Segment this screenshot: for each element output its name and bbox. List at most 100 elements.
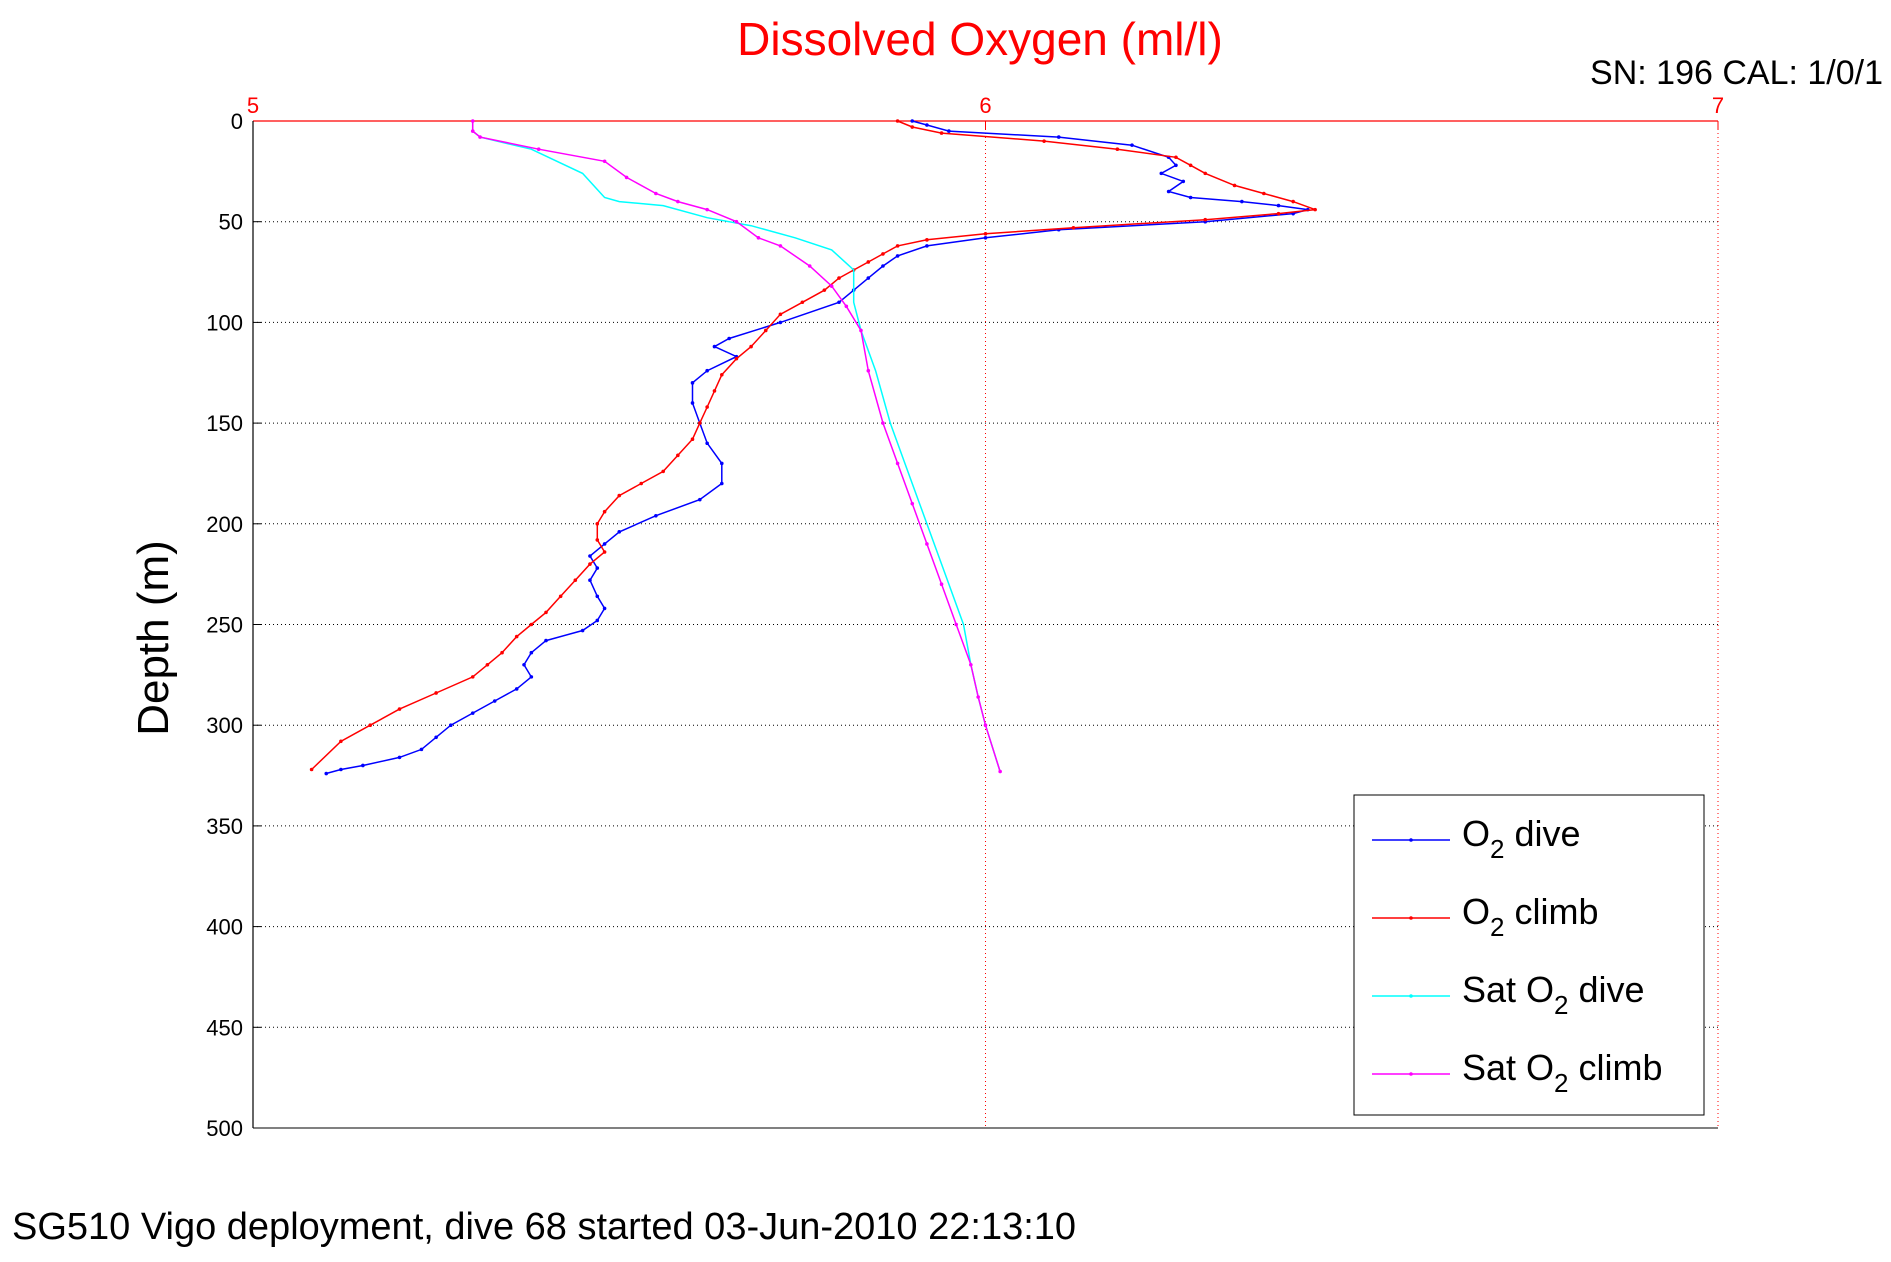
data-point: [895, 461, 900, 466]
data-point: [859, 328, 863, 333]
data-point: [397, 755, 402, 760]
data-point: [734, 356, 739, 361]
data-point: [448, 723, 453, 727]
data-point: [1262, 191, 1266, 196]
data-point: [705, 368, 709, 373]
series-line: [326, 120, 1308, 775]
data-point: [1174, 155, 1178, 160]
serial-info: SN: 196 CAL: 1/0/1: [1590, 54, 1883, 92]
data-point: [969, 662, 973, 667]
data-point: [983, 231, 988, 236]
data-point: [778, 320, 783, 325]
legend-label: O2 dive: [1462, 813, 1581, 864]
data-point: [1232, 183, 1237, 188]
data-point: [588, 554, 592, 558]
data-point: [470, 119, 475, 123]
data-point: [514, 687, 519, 691]
data-point: [778, 312, 783, 317]
data-point: [595, 594, 600, 599]
data-point: [1203, 217, 1208, 222]
data-point: [595, 566, 600, 570]
data-point: [698, 421, 702, 425]
footer-caption: SG510 Vigo deployment, dive 68 started 0…: [12, 1206, 1077, 1248]
x-tick-label: 7: [1712, 93, 1724, 118]
y-tick-label: 100: [206, 310, 243, 335]
data-point: [983, 236, 988, 240]
legend-box: [1353, 794, 1705, 1116]
data-point: [712, 389, 717, 393]
data-point: [522, 662, 526, 667]
data-point: [529, 675, 534, 679]
data-point: [910, 119, 915, 123]
data-point: [925, 244, 929, 248]
y-tick-label: 150: [206, 411, 243, 436]
data-point: [720, 372, 724, 377]
legend-marker: [1409, 994, 1413, 998]
data-point: [925, 238, 929, 242]
data-point: [544, 638, 548, 643]
data-point: [654, 191, 658, 196]
x-tick-label: 5: [247, 93, 259, 118]
data-point: [910, 501, 915, 506]
data-point: [529, 622, 534, 627]
legend-label: O2 climb: [1462, 891, 1599, 942]
data-point: [624, 175, 629, 180]
data-point: [698, 497, 702, 502]
data-point: [588, 562, 592, 566]
data-point: [397, 707, 402, 711]
data-point: [1276, 203, 1281, 208]
data-point: [485, 662, 490, 667]
data-point: [829, 284, 834, 288]
y-tick-label: 300: [206, 713, 243, 738]
data-point: [434, 691, 438, 695]
data-point: [529, 650, 534, 655]
data-point: [1188, 163, 1193, 168]
y-tick-label: 50: [219, 210, 243, 235]
data-point: [976, 695, 980, 699]
data-point: [1159, 171, 1164, 176]
data-point: [720, 481, 724, 486]
data-point: [595, 522, 600, 526]
data-point: [470, 675, 475, 679]
data-point: [895, 119, 900, 123]
data-point: [654, 513, 658, 518]
data-point: [324, 771, 329, 776]
data-point: [617, 530, 622, 534]
data-point: [602, 606, 607, 611]
series-layer: [309, 119, 1317, 776]
data-point: [1291, 199, 1295, 204]
data-point: [727, 336, 731, 341]
data-point: [1166, 189, 1171, 194]
series-line: [471, 121, 1001, 772]
data-point: [939, 582, 944, 587]
data-point: [756, 236, 761, 240]
data-point: [778, 244, 783, 248]
data-point: [866, 368, 871, 373]
data-point: [580, 628, 585, 633]
data-point: [1071, 225, 1076, 230]
data-point: [866, 260, 871, 264]
data-point: [939, 131, 944, 135]
data-point: [1276, 211, 1281, 216]
y-tick-label: 400: [206, 915, 243, 940]
x-tick-label: 6: [979, 93, 991, 118]
data-point: [602, 509, 607, 514]
data-point: [361, 763, 365, 768]
data-point: [1203, 171, 1208, 176]
data-point: [602, 550, 607, 554]
data-point: [434, 735, 438, 740]
data-point: [690, 401, 695, 405]
data-point: [536, 147, 541, 151]
data-point: [983, 723, 988, 727]
data-point: [720, 461, 724, 466]
data-point: [492, 699, 497, 703]
data-point: [998, 769, 1002, 774]
chart-title: Dissolved Oxygen (ml/l): [737, 13, 1223, 65]
data-point: [544, 610, 548, 615]
data-point: [514, 634, 519, 639]
data-point: [705, 441, 709, 446]
data-point: [712, 344, 717, 349]
data-point: [837, 276, 841, 280]
data-point: [881, 264, 885, 268]
data-point: [866, 276, 871, 280]
